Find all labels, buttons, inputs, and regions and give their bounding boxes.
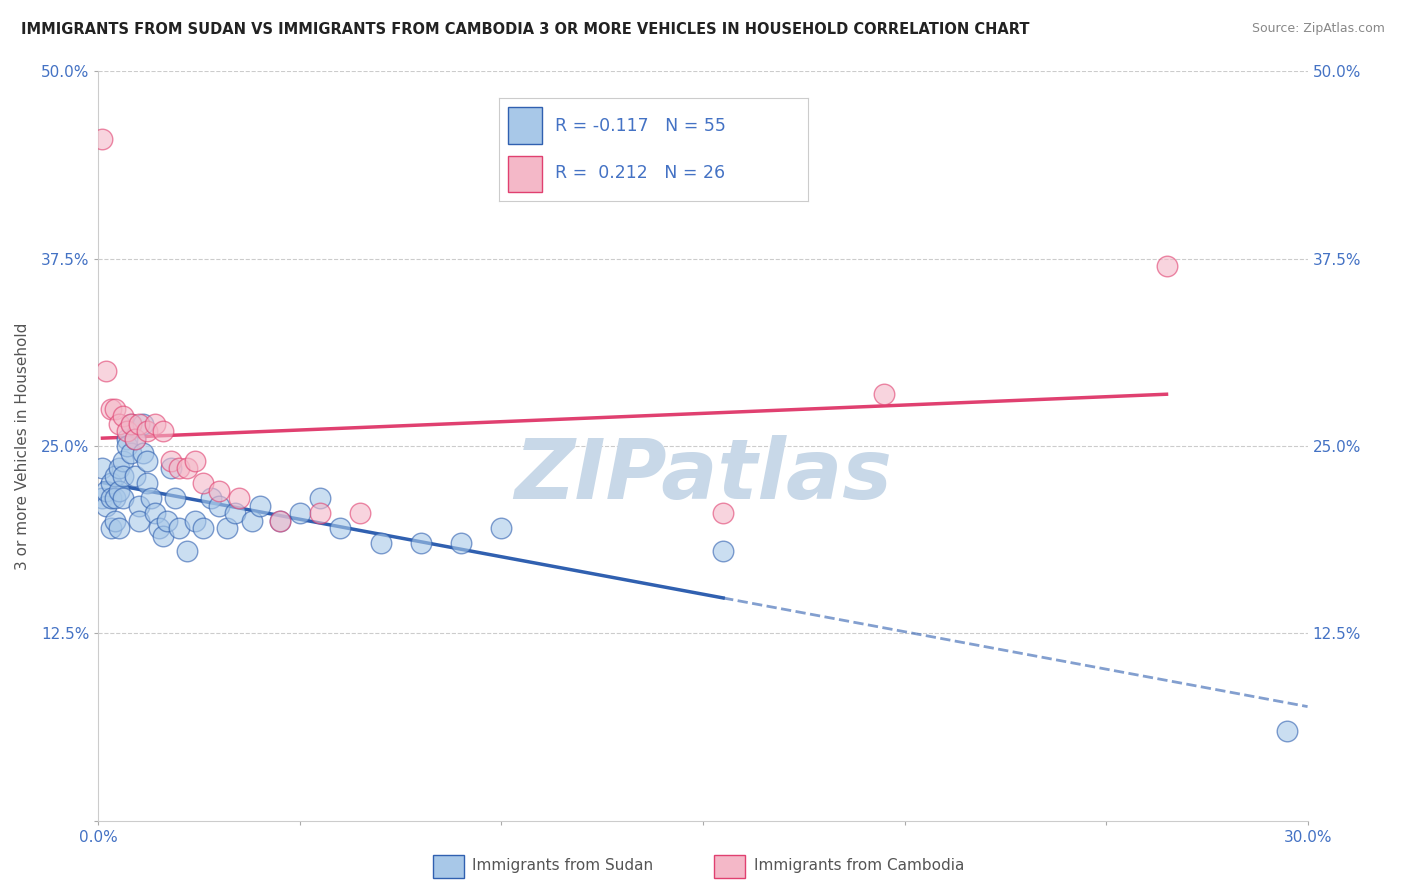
- Point: [148, 521, 170, 535]
- Point: [135, 476, 157, 491]
- Point: [1277, 723, 1299, 738]
- Point: [288, 507, 311, 521]
- Point: [115, 424, 138, 438]
- Point: [143, 507, 166, 521]
- Point: [96, 483, 118, 498]
- Point: [128, 499, 150, 513]
- Point: [103, 514, 125, 528]
- Point: [156, 514, 179, 528]
- Point: [124, 432, 146, 446]
- Point: [176, 544, 198, 558]
- Text: R = -0.117   N = 55: R = -0.117 N = 55: [555, 117, 725, 135]
- Point: [124, 432, 146, 446]
- Point: [711, 544, 734, 558]
- Text: IMMIGRANTS FROM SUDAN VS IMMIGRANTS FROM CAMBODIA 3 OR MORE VEHICLES IN HOUSEHOL: IMMIGRANTS FROM SUDAN VS IMMIGRANTS FROM…: [21, 22, 1029, 37]
- Point: [91, 461, 114, 475]
- Point: [143, 417, 166, 431]
- Point: [103, 491, 125, 506]
- Point: [107, 521, 129, 535]
- Point: [96, 364, 118, 378]
- Text: ZIPatlas: ZIPatlas: [515, 435, 891, 516]
- Point: [120, 417, 142, 431]
- Point: [193, 476, 215, 491]
- Point: [139, 491, 162, 506]
- Point: [1156, 259, 1178, 273]
- Point: [167, 521, 190, 535]
- Point: [240, 514, 263, 528]
- Point: [91, 132, 114, 146]
- Point: [128, 417, 150, 431]
- Point: [132, 417, 155, 431]
- Point: [152, 529, 174, 543]
- Point: [115, 439, 138, 453]
- Point: [228, 491, 250, 506]
- Point: [409, 536, 432, 550]
- Point: [167, 461, 190, 475]
- Point: [208, 499, 231, 513]
- Point: [115, 432, 138, 446]
- Point: [152, 424, 174, 438]
- Point: [128, 514, 150, 528]
- Point: [91, 491, 114, 506]
- Point: [224, 507, 246, 521]
- Point: [873, 386, 896, 401]
- Point: [711, 507, 734, 521]
- Point: [120, 417, 142, 431]
- Point: [491, 521, 513, 535]
- Point: [107, 483, 129, 498]
- Point: [208, 483, 231, 498]
- Point: [163, 491, 186, 506]
- Point: [107, 417, 129, 431]
- Point: [200, 491, 222, 506]
- Point: [450, 536, 472, 550]
- Point: [111, 409, 134, 423]
- Point: [100, 491, 122, 506]
- Point: [249, 499, 271, 513]
- Point: [184, 454, 207, 468]
- Text: Immigrants from Cambodia: Immigrants from Cambodia: [754, 858, 965, 872]
- Point: [120, 446, 142, 460]
- Point: [184, 514, 207, 528]
- Point: [100, 521, 122, 535]
- Point: [135, 424, 157, 438]
- Point: [176, 461, 198, 475]
- Y-axis label: 3 or more Vehicles in Household: 3 or more Vehicles in Household: [15, 322, 30, 570]
- Point: [124, 469, 146, 483]
- Point: [100, 401, 122, 416]
- Text: Immigrants from Sudan: Immigrants from Sudan: [472, 858, 654, 872]
- Text: R =  0.212   N = 26: R = 0.212 N = 26: [555, 164, 725, 182]
- Point: [111, 469, 134, 483]
- Point: [111, 491, 134, 506]
- Point: [111, 454, 134, 468]
- Point: [100, 476, 122, 491]
- FancyBboxPatch shape: [509, 155, 543, 193]
- Point: [269, 514, 291, 528]
- Point: [217, 521, 239, 535]
- Point: [160, 461, 183, 475]
- FancyBboxPatch shape: [433, 855, 464, 878]
- Point: [309, 491, 332, 506]
- FancyBboxPatch shape: [714, 855, 745, 878]
- Point: [160, 454, 183, 468]
- FancyBboxPatch shape: [509, 107, 543, 145]
- Point: [370, 536, 392, 550]
- Point: [269, 514, 291, 528]
- Point: [96, 499, 118, 513]
- Point: [309, 507, 332, 521]
- Point: [103, 469, 125, 483]
- Point: [135, 454, 157, 468]
- Text: Source: ZipAtlas.com: Source: ZipAtlas.com: [1251, 22, 1385, 36]
- Point: [193, 521, 215, 535]
- Point: [349, 507, 371, 521]
- Point: [103, 401, 125, 416]
- Point: [107, 461, 129, 475]
- Point: [132, 446, 155, 460]
- Point: [329, 521, 352, 535]
